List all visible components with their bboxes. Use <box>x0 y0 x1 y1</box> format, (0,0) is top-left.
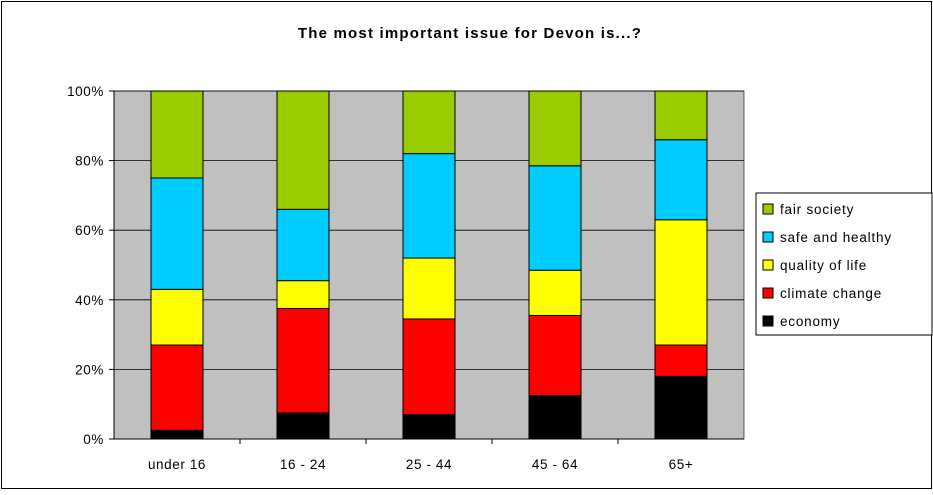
bar-quality-of-life-45-64 <box>528 269 582 316</box>
bar-safe-and-healthy-65+ <box>654 139 708 221</box>
bar-economy-25-44 <box>402 414 456 440</box>
bar-quality-of-life-65+ <box>654 219 708 346</box>
legend-label-climate-change: climate change <box>780 286 882 301</box>
legend-label-quality-of-life: quality of life <box>780 258 867 273</box>
y-tick-label: 80% <box>75 154 104 169</box>
legend-box <box>755 192 933 336</box>
bar-fair-society-65+ <box>654 90 708 141</box>
bar-economy-16-24 <box>276 412 330 440</box>
bar-quality-of-life-under16 <box>150 288 204 346</box>
legend-swatch-economy <box>762 315 774 327</box>
bar-quality-of-life-16-24 <box>276 280 330 310</box>
bar-quality-of-life-25-44 <box>402 257 456 320</box>
legend: fair society safe and healthy quality of l… <box>755 192 933 336</box>
legend-swatch-safe-and-healthy <box>762 231 774 243</box>
bar-safe-and-healthy-25-44 <box>402 153 456 259</box>
bar-safe-and-healthy-under16 <box>150 177 204 290</box>
legend-swatch-fair-society <box>762 203 774 215</box>
bar-fair-society-16-24 <box>276 90 330 210</box>
bar-fair-society-under16 <box>150 90 204 179</box>
y-tick-label: 60% <box>75 223 104 238</box>
x-tick-label: 16 - 24 <box>280 457 326 472</box>
legend-swatch-climate-change <box>762 287 774 299</box>
bar-fair-society-45-64 <box>528 90 582 167</box>
bar-climate-change-25-44 <box>402 318 456 416</box>
bar-climate-change-16-24 <box>276 308 330 414</box>
bar-economy-65+ <box>654 375 708 440</box>
bar-climate-change-45-64 <box>528 314 582 396</box>
y-tick-label: 40% <box>75 293 104 308</box>
bar-economy-45-64 <box>528 395 582 440</box>
x-tick-label: under 16 <box>148 457 206 472</box>
x-tick-label: 65+ <box>669 457 694 472</box>
plot-border <box>113 90 745 440</box>
legend-label-economy: economy <box>780 314 840 329</box>
plot-area: 0% 20% 40% 60% 80% 100% under 16 16 - 24 25 - 44… <box>67 84 745 472</box>
bar-safe-and-healthy-16-24 <box>276 208 330 282</box>
chart-title: The most important issue for Devon is...… <box>298 25 642 42</box>
bar-fair-society-25-44 <box>402 90 456 155</box>
bar-climate-change-65+ <box>654 344 708 377</box>
y-tick-label: 0% <box>83 432 104 447</box>
y-tick-label: 100% <box>67 84 104 99</box>
legend-label-fair-society: fair society <box>780 202 854 217</box>
legend-swatch-quality-of-life <box>762 259 774 271</box>
x-tick-label: 45 - 64 <box>532 457 578 472</box>
bar-climate-change-under16 <box>150 344 204 431</box>
y-tick-label: 20% <box>75 362 104 377</box>
x-tick-label: 25 - 44 <box>406 457 452 472</box>
bar-safe-and-healthy-45-64 <box>528 165 582 271</box>
bar-economy-under16 <box>150 429 204 440</box>
legend-label-safe-and-healthy: safe and healthy <box>780 230 892 245</box>
